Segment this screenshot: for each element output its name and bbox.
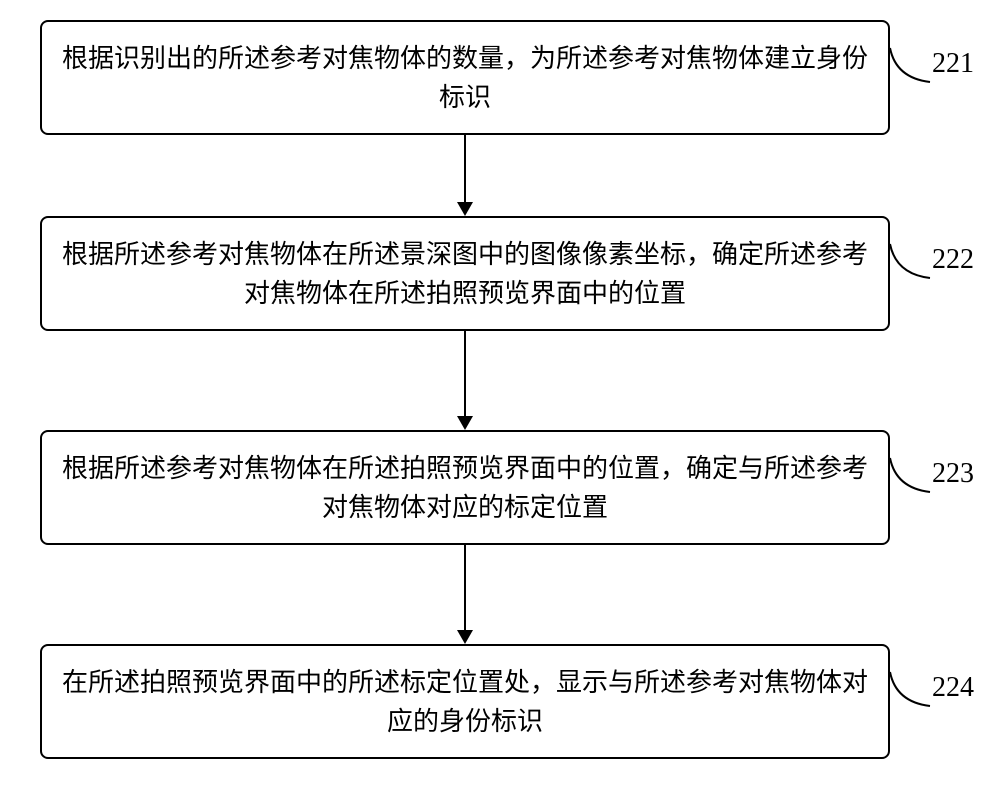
step-label-221: 221 xyxy=(932,48,974,80)
step-box-221: 根据识别出的所述参考对焦物体的数量，为所述参考对焦物体建立身份标识 xyxy=(40,20,890,135)
arrow-3-line xyxy=(464,545,466,630)
arrow-2-head xyxy=(457,416,473,430)
step-box-223: 根据所述参考对焦物体在所述拍照预览界面中的位置，确定与所述参考对焦物体对应的标定… xyxy=(40,430,890,545)
flowchart-canvas: { "layout": { "canvas": { "width": 1000,… xyxy=(0,0,1000,797)
step-label-223: 223 xyxy=(932,458,974,490)
step-box-224: 在所述拍照预览界面中的所述标定位置处，显示与所述参考对焦物体对应的身份标识 xyxy=(40,644,890,759)
step-text-224: 在所述拍照预览界面中的所述标定位置处，显示与所述参考对焦物体对应的身份标识 xyxy=(62,663,868,741)
callout-221 xyxy=(890,48,932,88)
step-text-223: 根据所述参考对焦物体在所述拍照预览界面中的位置，确定与所述参考对焦物体对应的标定… xyxy=(62,449,868,527)
arrow-2-line xyxy=(464,331,466,416)
step-label-222: 222 xyxy=(932,244,974,276)
arrow-1-head xyxy=(457,202,473,216)
step-text-222: 根据所述参考对焦物体在所述景深图中的图像像素坐标，确定所述参考对焦物体在所述拍照… xyxy=(62,235,868,313)
step-box-222: 根据所述参考对焦物体在所述景深图中的图像像素坐标，确定所述参考对焦物体在所述拍照… xyxy=(40,216,890,331)
callout-222 xyxy=(890,244,932,284)
arrow-3-head xyxy=(457,630,473,644)
arrow-1-line xyxy=(464,135,466,202)
callout-223 xyxy=(890,458,932,498)
step-label-224: 224 xyxy=(932,672,974,704)
callout-224 xyxy=(890,672,932,712)
step-text-221: 根据识别出的所述参考对焦物体的数量，为所述参考对焦物体建立身份标识 xyxy=(62,39,868,117)
